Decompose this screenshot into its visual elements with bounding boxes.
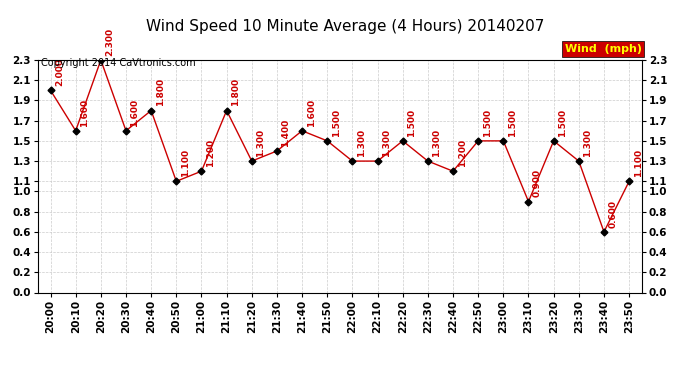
Text: 1.200: 1.200 — [457, 139, 466, 167]
Text: 1.300: 1.300 — [256, 129, 266, 157]
Text: 1.400: 1.400 — [282, 118, 290, 147]
Text: 1.100: 1.100 — [181, 149, 190, 177]
Text: 1.800: 1.800 — [231, 78, 240, 106]
Text: 1.500: 1.500 — [407, 109, 416, 137]
Text: 1.800: 1.800 — [156, 78, 165, 106]
Text: 1.600: 1.600 — [80, 99, 89, 127]
Text: 1.200: 1.200 — [206, 139, 215, 167]
Text: 1.300: 1.300 — [357, 129, 366, 157]
Text: 1.300: 1.300 — [583, 129, 592, 157]
Text: 1.500: 1.500 — [332, 109, 341, 137]
Text: 1.300: 1.300 — [433, 129, 442, 157]
Text: 1.500: 1.500 — [508, 109, 517, 137]
Text: 2.300: 2.300 — [106, 28, 115, 56]
Text: 1.100: 1.100 — [633, 149, 642, 177]
Text: 0.600: 0.600 — [609, 200, 618, 228]
Text: Copyright 2014 CaVtronics.com: Copyright 2014 CaVtronics.com — [41, 58, 196, 68]
Text: Wind  (mph): Wind (mph) — [564, 44, 642, 54]
Text: Wind Speed 10 Minute Average (4 Hours) 20140207: Wind Speed 10 Minute Average (4 Hours) 2… — [146, 19, 544, 34]
Text: 1.500: 1.500 — [483, 109, 492, 137]
Text: 2.000: 2.000 — [55, 58, 64, 86]
Text: 1.600: 1.600 — [130, 99, 139, 127]
Text: 1.300: 1.300 — [382, 129, 391, 157]
Text: 1.600: 1.600 — [306, 99, 315, 127]
Text: 0.900: 0.900 — [533, 170, 542, 198]
Text: 1.500: 1.500 — [558, 109, 567, 137]
